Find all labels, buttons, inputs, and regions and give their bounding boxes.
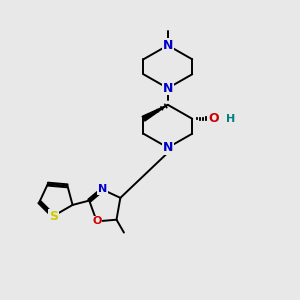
Polygon shape <box>142 105 168 121</box>
Text: N: N <box>98 184 107 194</box>
Text: S: S <box>49 209 58 223</box>
Text: N: N <box>163 82 173 95</box>
Text: O: O <box>208 112 219 125</box>
Text: N: N <box>163 39 173 52</box>
Text: N: N <box>163 141 173 154</box>
Text: H: H <box>226 114 235 124</box>
Text: O: O <box>92 216 101 226</box>
